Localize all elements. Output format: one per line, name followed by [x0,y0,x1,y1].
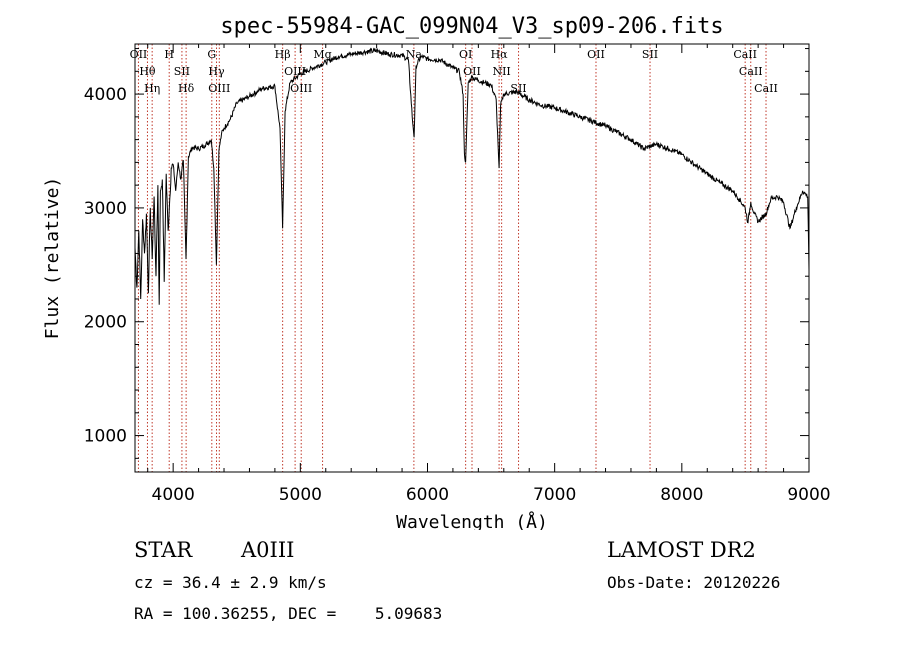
line-label-22: CaII [739,65,763,78]
line-label-12: Mg [313,48,331,61]
y-tick-label-4000: 4000 [84,85,127,105]
spectral-line-markers [137,44,767,472]
y-tick-label-1000: 1000 [84,427,127,447]
line-label-16: Hα [491,48,509,61]
y-axis-label: Flux (relative) [42,177,63,340]
x-tick-label-5000: 5000 [279,485,322,505]
line-label-5: Hδ [178,82,195,95]
line-label-13: Na [406,48,423,61]
line-label-20: SII [642,48,658,61]
object-type: STAR [134,538,193,562]
x-tick-label-4000: 4000 [152,485,195,505]
x-tick-label-6000: 6000 [406,485,449,505]
spectrum-chart: spec-55984-GAC_099N04_V3_sp09-206.fits O… [42,14,831,530]
line-label-10: OIII [284,65,306,78]
y-tick-label-3000: 3000 [84,199,127,219]
x-tick-label-9000: 9000 [787,485,830,505]
y-axis-ticks: 1000 2000 3000 4000 [84,48,809,459]
line-label-0: Hθ [139,65,156,78]
coordinates: RA = 100.36255, DEC = 5.09683 [134,604,443,623]
line-label-23: CaII [754,82,778,95]
x-tick-label-8000: 8000 [660,485,703,505]
line-label-7: G [207,48,216,61]
line-label-19: OII [587,48,605,61]
line-label-21: CaII [733,48,757,61]
redshift-cz: cz = 36.4 ± 2.9 km/s [134,573,327,592]
line-label-3: H [164,48,174,61]
chart-title: spec-55984-GAC_099N04_V3_sp09-206.fits [220,14,723,39]
line-label-11: OIII [290,82,312,95]
line-label-8: OIII [208,82,230,95]
object-subclass: A0III [241,538,295,562]
observation-date: Obs-Date: 20120226 [607,573,781,592]
x-tick-label-7000: 7000 [533,485,576,505]
survey-name: LAMOST DR2 [607,538,756,562]
line-label-1: OII [130,48,148,61]
line-label-14: OI [459,48,472,61]
spectrum-line [134,47,810,305]
line-label-17: NII [492,65,510,78]
x-axis-ticks: 4000 5000 6000 7000 8000 9000 [147,44,831,505]
y-tick-label-2000: 2000 [84,313,127,333]
line-label-9: Hβ [275,48,291,61]
line-label-4: SII [174,65,190,78]
x-axis-label: Wavelength (Å) [396,511,548,530]
line-label-2: Hη [144,82,160,95]
plot-frame [134,43,810,473]
line-label-15: OII [463,65,481,78]
line-label-6: Hγ [208,65,225,78]
